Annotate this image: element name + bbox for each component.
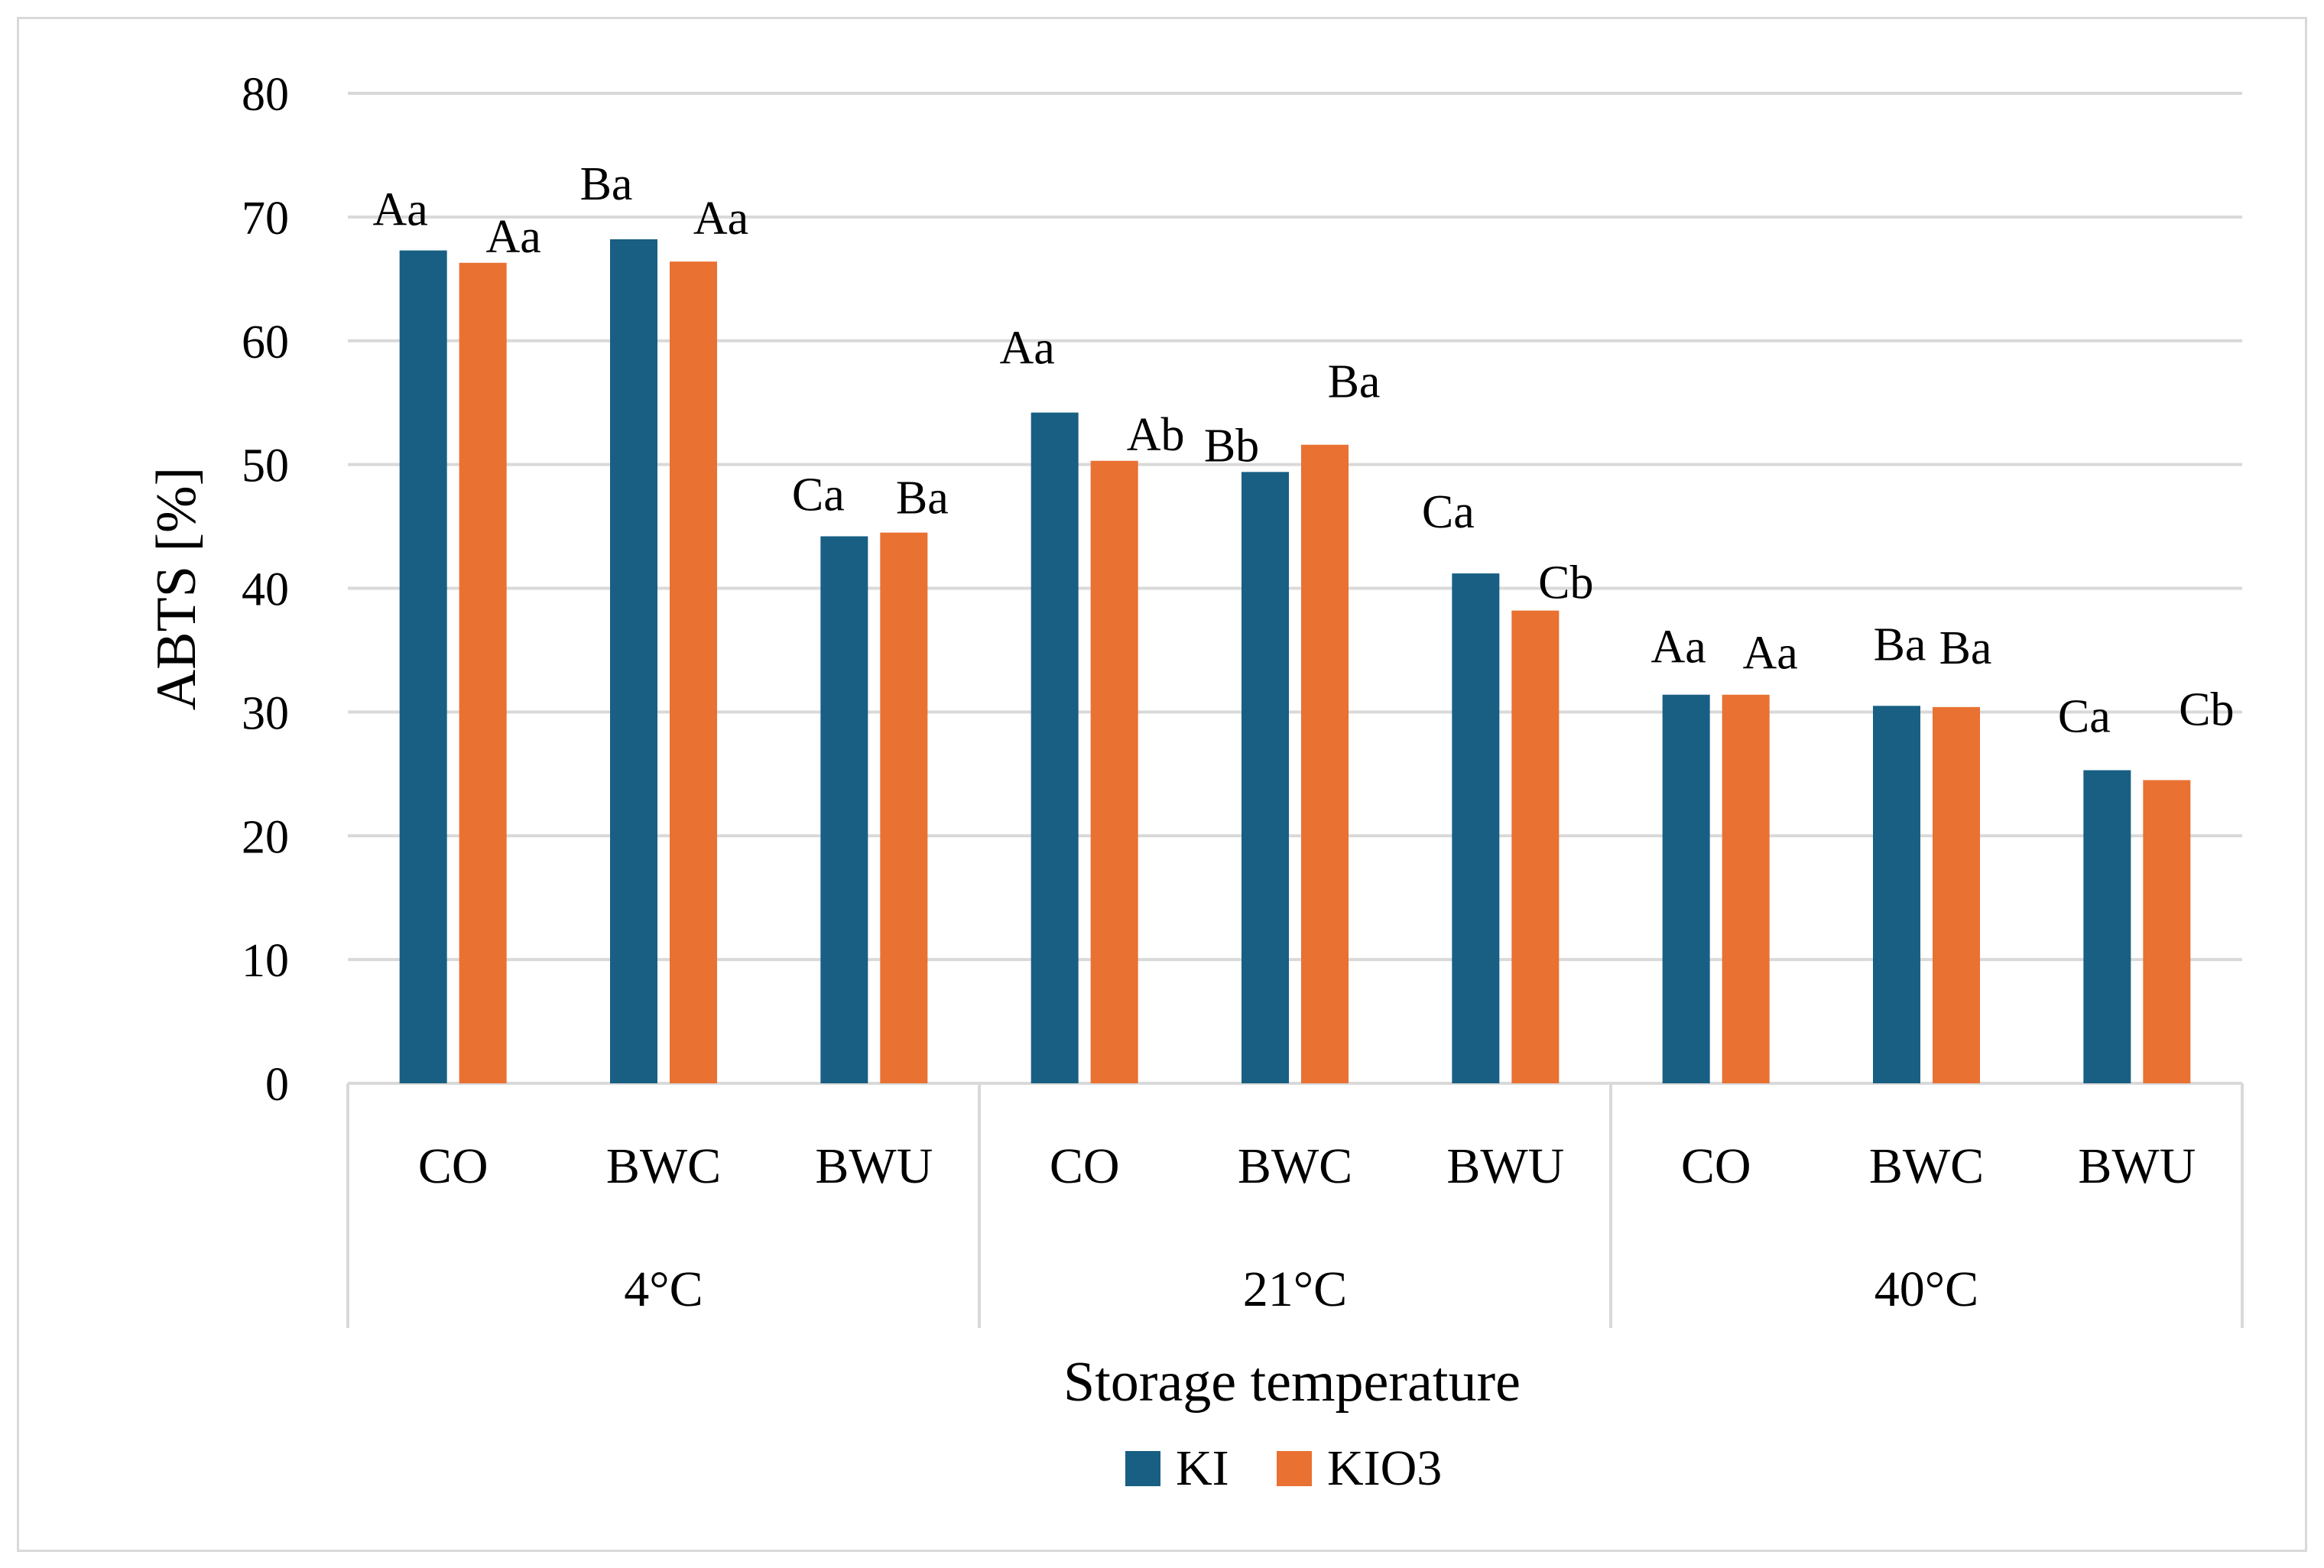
x-group-label: 4°C: [624, 1261, 703, 1317]
data-label: Ca: [1422, 486, 1475, 538]
data-label: Aa: [373, 184, 428, 236]
bar-kio3-bwu: [1511, 610, 1560, 1083]
bar-ki-bwu: [2083, 770, 2131, 1083]
data-label: Aa: [486, 211, 541, 263]
x-category-label: CO: [1050, 1138, 1120, 1194]
x-axis-title: Storage temperature: [1063, 1351, 1521, 1414]
data-label: Ba: [1874, 618, 1926, 670]
data-label: Ba: [896, 472, 949, 524]
y-tick-label: 70: [242, 193, 289, 245]
legend-swatch-ki: [1125, 1451, 1160, 1486]
bar-kio3-co: [459, 262, 507, 1083]
x-group-label: 21°C: [1243, 1261, 1347, 1317]
x-category-label: BWC: [1238, 1138, 1352, 1194]
bar-kio3-bwc: [1933, 706, 1980, 1083]
data-label: Ba: [580, 158, 633, 210]
y-tick-label: 60: [242, 317, 289, 368]
chart-frame: [17, 17, 2307, 1552]
data-label: Cb: [1538, 557, 1593, 609]
x-group-label: 40°C: [1874, 1261, 1978, 1317]
y-tick-label: 0: [265, 1059, 289, 1111]
data-label: Bb: [1204, 420, 1259, 472]
legend-label-ki: KI: [1176, 1440, 1229, 1496]
legend-label-kio3: KIO3: [1327, 1440, 1442, 1496]
data-label: Ba: [1939, 622, 1992, 674]
x-category-label: BWC: [1869, 1138, 1984, 1194]
bar-kio3-bwu: [2143, 780, 2191, 1083]
data-label: Cb: [2179, 683, 2234, 735]
data-label: Aa: [1743, 628, 1798, 680]
bar-ki-co: [1031, 412, 1079, 1083]
legend: KI KIO3: [1125, 1440, 1442, 1496]
bar-kio3-bwc: [1301, 444, 1349, 1083]
data-label: Aa: [1651, 622, 1706, 674]
y-tick-label: 80: [242, 69, 289, 121]
y-tick-label: 30: [242, 687, 289, 739]
bar-kio3-co: [1722, 694, 1770, 1083]
legend-swatch-kio3: [1277, 1451, 1312, 1486]
y-tick-label: 10: [242, 935, 289, 987]
data-label: Aa: [1000, 323, 1055, 375]
bar-ki-co: [399, 250, 447, 1083]
data-label: Ba: [1328, 356, 1381, 408]
x-category-label: BWU: [1446, 1138, 1564, 1194]
bar-ki-bwu: [820, 536, 868, 1083]
bar-kio3-bwu: [880, 532, 928, 1083]
bar-ki-bwc: [1873, 706, 1920, 1083]
x-category-label: BWC: [606, 1138, 721, 1194]
x-category-label: CO: [418, 1138, 488, 1194]
bar-ki-bwc: [1242, 472, 1289, 1083]
bar-kio3-co: [1090, 460, 1138, 1083]
y-tick-label: 40: [242, 564, 289, 616]
x-category-label: BWU: [815, 1138, 933, 1194]
x-category-label: BWU: [2078, 1138, 2196, 1194]
data-label: Ca: [792, 469, 845, 521]
y-axis-title: ABTS [%]: [145, 467, 208, 711]
bar-ki-bwc: [610, 239, 657, 1084]
bar-ki-bwu: [1452, 573, 1500, 1083]
data-label: Ca: [2058, 690, 2111, 742]
y-tick-label: 50: [242, 440, 289, 492]
bar-kio3-bwc: [670, 261, 717, 1083]
data-label: Ab: [1127, 409, 1185, 461]
x-category-label: CO: [1681, 1138, 1751, 1194]
bar-ki-co: [1662, 694, 1710, 1083]
y-tick-label: 20: [242, 811, 289, 863]
data-label: Aa: [693, 193, 748, 245]
